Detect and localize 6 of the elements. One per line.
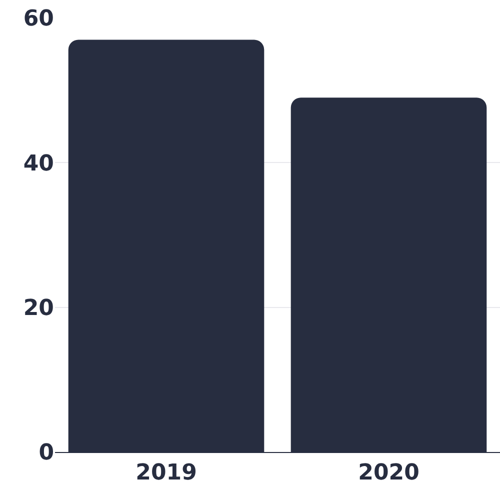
x-tick-label: 2020 (358, 460, 420, 486)
y-tick-label: 20 (23, 296, 54, 322)
x-tick-label: 2019 (136, 460, 197, 486)
y-tick-label: 40 (23, 151, 54, 176)
y-tick-label: 0 (38, 440, 54, 466)
y-tick-label: 60 (23, 6, 54, 32)
